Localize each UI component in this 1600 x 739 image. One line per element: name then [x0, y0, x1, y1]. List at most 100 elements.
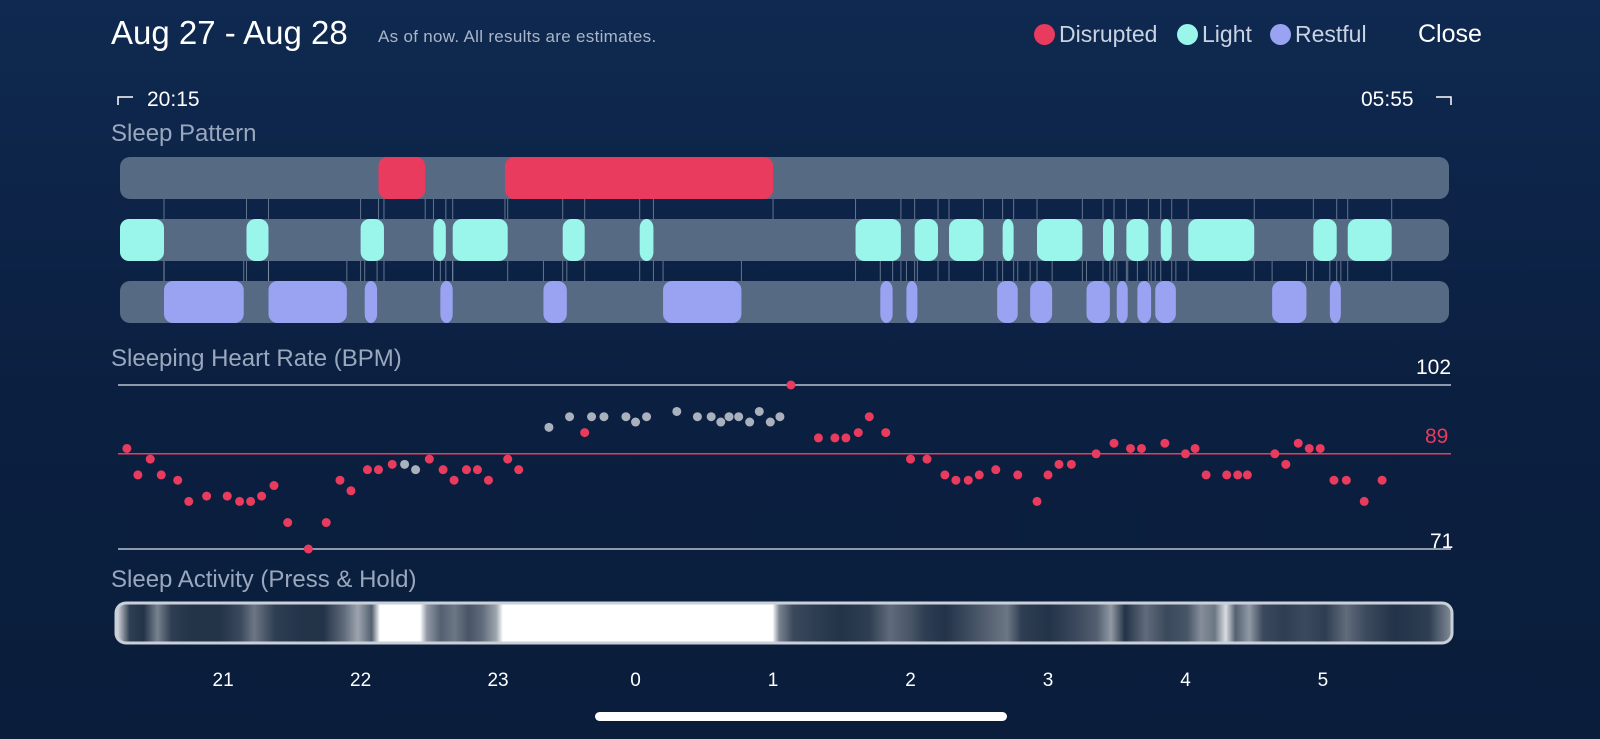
- light-segment: [949, 219, 984, 261]
- hr-point: [940, 470, 950, 480]
- hr-point: [1270, 449, 1280, 459]
- hr-point: [587, 412, 597, 422]
- hr-point: [1201, 470, 1211, 480]
- hr-point: [1329, 475, 1339, 485]
- hr-point: [133, 470, 143, 480]
- restful-dot-icon: [1270, 24, 1291, 45]
- hr-point: [373, 465, 383, 475]
- hr-point: [775, 412, 785, 422]
- hr-point: [335, 475, 345, 485]
- hr-point: [283, 518, 293, 528]
- hr-point: [173, 475, 183, 485]
- hr-point: [754, 406, 764, 416]
- home-indicator[interactable]: [595, 712, 1007, 721]
- light-segment: [452, 219, 508, 261]
- close-button[interactable]: Close: [1418, 20, 1482, 48]
- restful-segment: [997, 281, 1018, 323]
- light-segment: [1313, 219, 1337, 261]
- light-segment: [1347, 219, 1392, 261]
- page-title: Aug 27 - Aug 28: [111, 14, 348, 51]
- hr-point: [321, 518, 331, 528]
- hr-point: [881, 428, 891, 438]
- disrupted-dot-icon: [1034, 24, 1055, 45]
- light-track: [120, 219, 1449, 261]
- hr-point: [692, 412, 702, 422]
- legend-label: Disrupted: [1059, 21, 1158, 47]
- restful-segment: [1329, 281, 1341, 323]
- disrupted-track: [120, 157, 1449, 199]
- legend-label: Restful: [1295, 21, 1367, 47]
- sleep-pattern-label: Sleep Pattern: [111, 120, 257, 147]
- light-segment: [855, 219, 901, 261]
- hr-point: [362, 465, 372, 475]
- hr-point: [631, 417, 641, 427]
- hr-point: [745, 417, 755, 427]
- hr-point: [1054, 459, 1064, 469]
- hr-point: [202, 491, 212, 501]
- restful-segment: [268, 281, 347, 323]
- light-segment: [1126, 219, 1149, 261]
- hr-min-value: 71: [1430, 530, 1454, 553]
- light-segment: [360, 219, 384, 261]
- restful-segment: [1030, 281, 1053, 323]
- hr-point: [145, 454, 155, 464]
- legend-restful: Restful: [1270, 21, 1367, 48]
- hr-max-value: 102: [1416, 356, 1452, 379]
- hr-point: [963, 475, 973, 485]
- sleep-activity-label: Sleep Activity (Press & Hold): [111, 566, 417, 593]
- light-segment: [562, 219, 585, 261]
- hr-point: [565, 412, 575, 422]
- hr-point: [1032, 496, 1042, 506]
- hr-point: [122, 443, 132, 453]
- hr-point: [621, 412, 631, 422]
- hr-point: [813, 433, 823, 443]
- light-segment: [1002, 219, 1014, 261]
- restful-segment: [1086, 281, 1110, 323]
- hr-point: [222, 491, 232, 501]
- hr-point: [1109, 438, 1119, 448]
- end-time: 05:55: [1361, 88, 1414, 111]
- x-tick-label: 4: [1180, 670, 1191, 691]
- hr-point: [672, 406, 682, 416]
- hr-point: [544, 422, 554, 432]
- hr-point: [1160, 438, 1170, 448]
- light-segment: [639, 219, 654, 261]
- restful-segment: [906, 281, 918, 323]
- hr-point: [1066, 459, 1076, 469]
- light-segment: [246, 219, 269, 261]
- hr-point: [642, 412, 652, 422]
- hr-point: [503, 454, 513, 464]
- hr-point: [346, 486, 356, 496]
- hr-point: [1233, 470, 1243, 480]
- hr-point: [411, 465, 421, 475]
- hr-point: [1013, 470, 1023, 480]
- hr-point: [1242, 470, 1252, 480]
- hr-point: [706, 412, 716, 422]
- restful-segment: [1137, 281, 1152, 323]
- light-dot-icon: [1177, 24, 1198, 45]
- start-time: 20:15: [147, 88, 200, 111]
- restful-segment: [663, 281, 742, 323]
- hr-point: [786, 380, 796, 390]
- hr-point: [991, 465, 1001, 475]
- hr-point: [303, 544, 313, 554]
- hr-avg-value: 89: [1425, 425, 1449, 448]
- hr-point: [922, 454, 932, 464]
- legend-label: Light: [1202, 21, 1252, 47]
- hr-point: [841, 433, 851, 443]
- hr-point: [257, 491, 267, 501]
- hr-point: [580, 428, 590, 438]
- hr-point: [514, 465, 524, 475]
- hr-point: [483, 475, 493, 485]
- hr-point: [246, 496, 256, 506]
- x-tick-label: 22: [350, 670, 372, 691]
- hr-point: [461, 465, 471, 475]
- heart-rate-label: Sleeping Heart Rate (BPM): [111, 345, 402, 372]
- hr-point: [951, 475, 961, 485]
- hr-point: [1180, 449, 1190, 459]
- light-segment: [1160, 219, 1172, 261]
- hr-point: [1136, 443, 1146, 453]
- light-segment: [1102, 219, 1114, 261]
- hr-point: [1359, 496, 1369, 506]
